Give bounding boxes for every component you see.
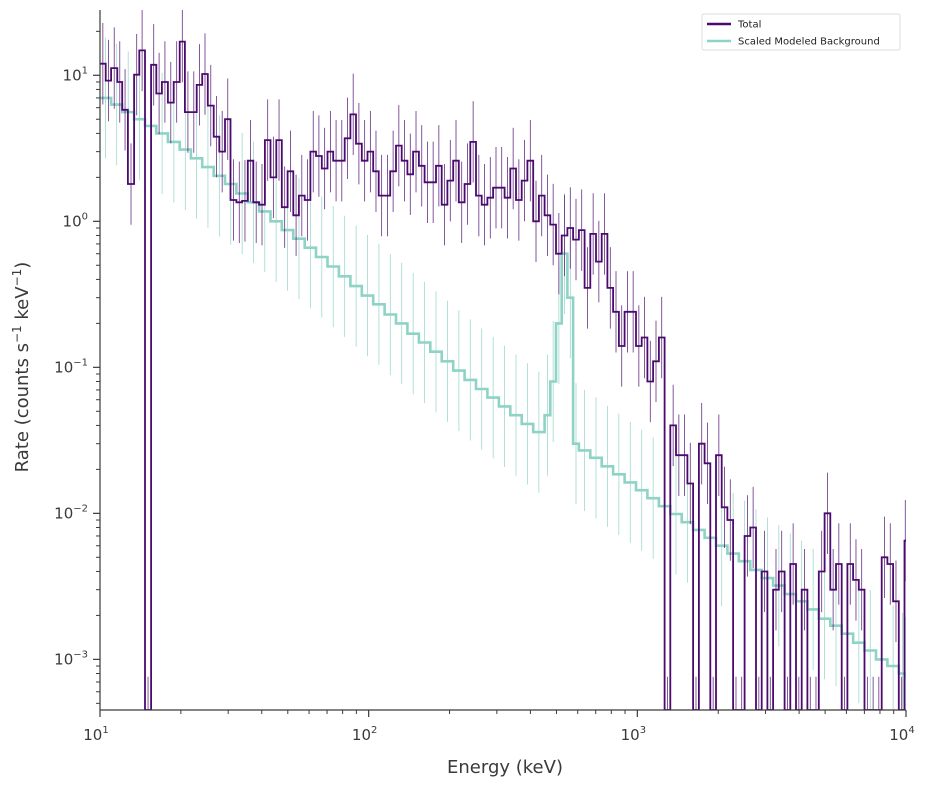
series-0 <box>100 10 906 710</box>
x-tick-label: 101 <box>83 725 108 744</box>
y-axis-title: Rate (counts s−1 keV−1) <box>10 262 33 473</box>
legend-box <box>701 13 901 51</box>
series-line <box>100 96 906 678</box>
y-tick-label: 10−1 <box>54 357 88 376</box>
legend-label: Total <box>737 20 761 31</box>
legend-label: Scaled Modeled Background <box>738 37 880 48</box>
x-tick-label: 103 <box>621 725 646 744</box>
x-tick-label: 104 <box>889 725 914 744</box>
y-tick-label: 100 <box>63 211 88 230</box>
x-tick-label: 102 <box>352 725 377 744</box>
legend: Total Scaled Modeled Background <box>701 13 901 51</box>
axes: 101 102 103 104 101 100 10−1 10−2 10−3 Energy (ke… <box>10 10 915 778</box>
y-tick-label: 10−2 <box>54 503 88 522</box>
y-tick-label: 101 <box>63 65 88 84</box>
y-tick-label: 10−3 <box>54 649 88 668</box>
series-line <box>100 40 906 710</box>
x-axis-title: Energy (keV) <box>447 757 563 778</box>
plot-area <box>100 10 906 710</box>
